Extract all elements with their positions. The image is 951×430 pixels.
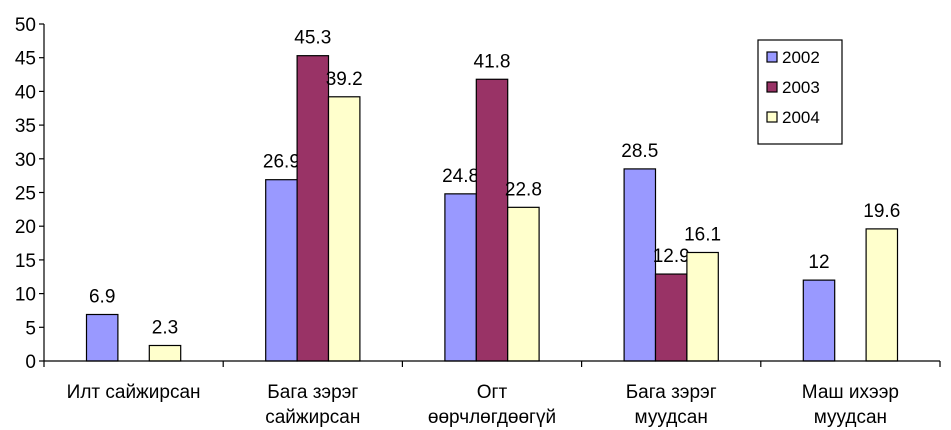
x-category-label: Маш ихээр — [802, 382, 899, 403]
y-tick-label: 30 — [15, 150, 36, 171]
legend: 2002 2003 2004 — [757, 39, 843, 145]
x-category-label: Огт — [477, 382, 508, 403]
y-axis: 0 5 10 15 20 25 30 35 40 45 50 — [15, 15, 45, 373]
bar-2002-1 — [265, 179, 298, 362]
bars: 6.9 26.9 24.8 28.5 12 45.3 41.8 12.9 2.3 39.2 22.8… — [85, 28, 900, 362]
bar-2004-0 — [148, 344, 182, 362]
x-category-label: муудсан — [814, 407, 887, 428]
data-label-2002-1: 26.9 — [263, 152, 300, 173]
y-tick-label: 5 — [25, 318, 36, 339]
y-tick-label: 20 — [15, 217, 36, 238]
y-tick-label: 10 — [15, 285, 36, 306]
data-label-2004-4: 19.6 — [863, 201, 900, 222]
bar-2002-0 — [85, 313, 119, 362]
x-category-label: сайжирсан — [265, 407, 360, 428]
x-category-label: Илт сайжирсан — [67, 382, 201, 403]
bar-2003-3 — [654, 273, 688, 362]
data-label-2004-2: 22.8 — [505, 179, 542, 200]
y-tick-label: 15 — [15, 251, 36, 272]
y-tick-label: 40 — [15, 82, 36, 103]
legend-swatch-2004 — [766, 111, 778, 123]
bar-2003-2 — [475, 78, 509, 362]
data-label-2003-1: 45.3 — [294, 28, 331, 49]
x-category-label: муудсан — [635, 407, 708, 428]
data-label-2004-3: 16.1 — [684, 224, 721, 245]
x-axis: Илт сайжирсан Бага зэрэг сайжирсан Огт өөрчл… — [43, 360, 941, 428]
bar-2004-2 — [507, 206, 540, 362]
data-label-2003-3: 12.9 — [653, 246, 690, 267]
legend-swatch-2002 — [766, 51, 778, 63]
x-category-label: өөрчлөгдөөгүй — [428, 407, 556, 428]
bar-2004-1 — [327, 96, 361, 362]
y-tick-label: 45 — [15, 49, 36, 70]
data-label-2002-0: 6.9 — [89, 286, 115, 307]
x-category-label: Бага зэрэг — [267, 382, 358, 403]
bar-2004-4 — [865, 228, 899, 362]
legend-label-2004: 2004 — [782, 108, 820, 127]
bar-2004-3 — [686, 251, 719, 362]
legend-swatch-2003 — [766, 81, 778, 93]
bar-2002-3 — [623, 168, 657, 362]
data-label-2004-1: 39.2 — [326, 69, 363, 90]
bar-2002-4 — [802, 279, 836, 362]
y-tick-label: 50 — [15, 15, 36, 36]
data-label-2002-2: 24.8 — [442, 166, 479, 187]
legend-label-2003: 2003 — [782, 78, 820, 97]
data-label-2002-4: 12 — [808, 252, 829, 273]
y-tick-label: 35 — [15, 116, 36, 137]
bar-2002-2 — [444, 193, 477, 362]
legend-label-2002: 2002 — [782, 48, 820, 67]
x-category-label: Бага зэрэг — [626, 382, 717, 403]
data-label-2003-2: 41.8 — [474, 51, 511, 72]
data-label-2002-3: 28.5 — [621, 141, 658, 162]
bar-2003-1 — [296, 55, 330, 362]
y-tick-label: 25 — [15, 184, 36, 205]
data-label-2004-0: 2.3 — [152, 317, 178, 338]
y-tick-label: 0 — [25, 352, 36, 373]
